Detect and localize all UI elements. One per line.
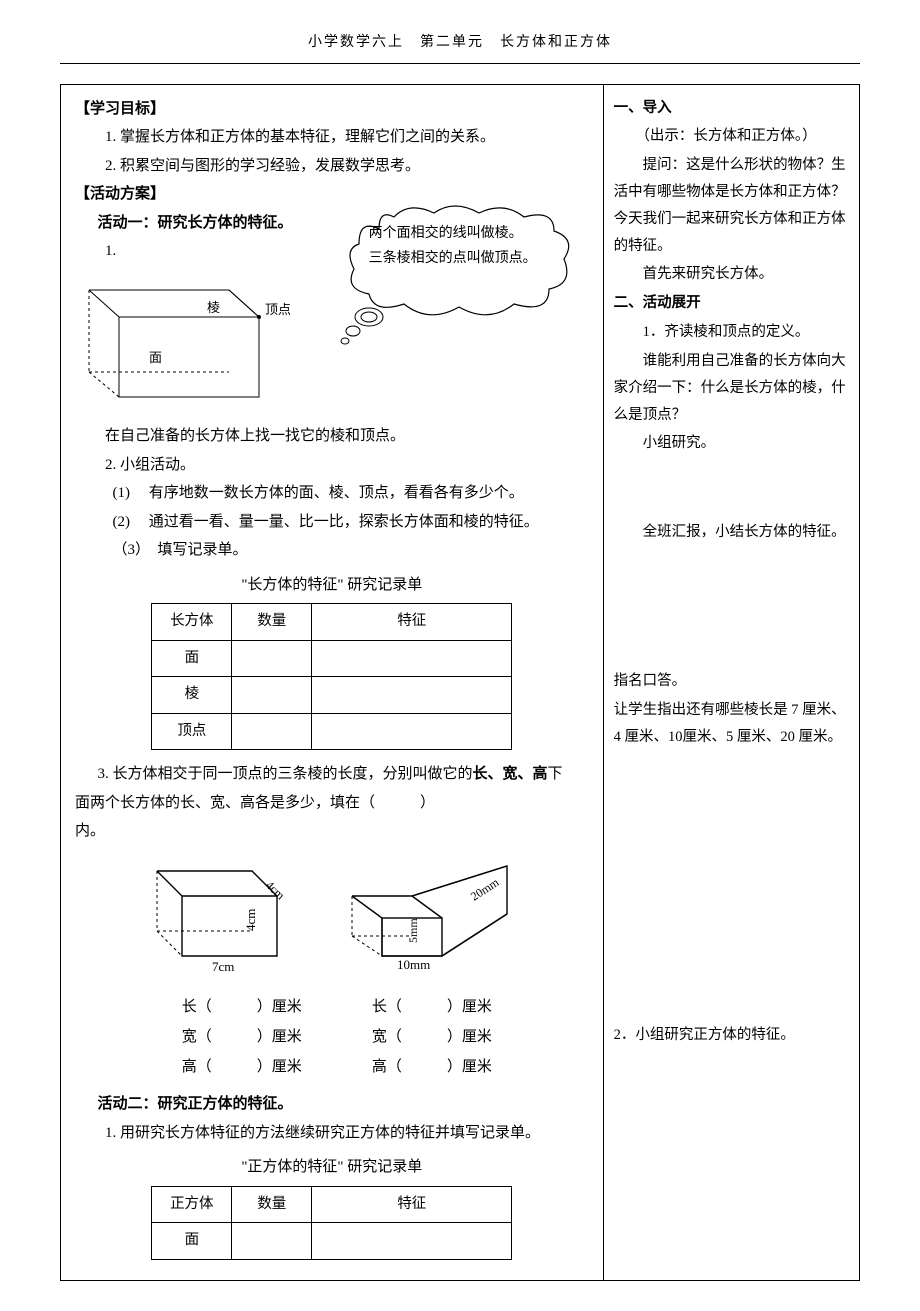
rec1-colB: 数量 bbox=[232, 604, 312, 641]
act1-g1: (1) 有序地数一数长方体的面、棱、顶点，看看各有多少个。 bbox=[75, 479, 589, 508]
act1-g3: （3） 填写记录单。 bbox=[75, 536, 589, 565]
activity-2-title-wrap: 活动二：研究正方体的特征。 bbox=[75, 1090, 589, 1119]
side-h1: 一、导入 bbox=[614, 95, 849, 122]
record2-title: "正方体的特征" 研究记录单 bbox=[75, 1153, 589, 1182]
side-1-1: （出示：长方体和正方体。） bbox=[614, 123, 849, 150]
cuboid-diagram: 面 棱 顶点 bbox=[79, 272, 299, 402]
activity-1-title-text: 活动一：研究长方体的特征。 bbox=[98, 215, 293, 231]
svg-text:4cm: 4cm bbox=[243, 908, 258, 930]
table-row: 棱 bbox=[152, 677, 512, 714]
fill-w1: 宽（ ）厘米 bbox=[172, 1022, 302, 1052]
cloud-line-2: 三条棱相交的点叫做顶点。 bbox=[369, 246, 559, 271]
cuboid-left: 4cm 4cm 7cm bbox=[137, 856, 307, 987]
rec2-colB: 数量 bbox=[232, 1186, 312, 1223]
label-edge: 棱 bbox=[207, 300, 220, 315]
side-h2: 二、活动展开 bbox=[614, 290, 849, 317]
rec2-colC: 特征 bbox=[312, 1186, 512, 1223]
fill-l1: 长（ ）厘米 bbox=[172, 992, 302, 1022]
side-column: 一、导入 （出示：长方体和正方体。） 提问：这是什么形状的物体？生活中有哪些物体… bbox=[604, 85, 859, 1280]
goal-1: 1. 掌握长方体和正方体的基本特征，理解它们之间的关系。 bbox=[75, 123, 589, 152]
cuboid-right: 10mm 5mm 20mm bbox=[337, 856, 527, 987]
activity-2-title: 活动二：研究正方体的特征。 bbox=[98, 1096, 293, 1112]
fill-blanks: 长（ ）厘米 宽（ ）厘米 高（ ）厘米 长（ ）厘米 宽（ ）厘米 高（ ）厘… bbox=[75, 992, 589, 1082]
activity-1-block: 活动一：研究长方体的特征。 1. 两个面相交的线叫做棱。 bbox=[75, 209, 589, 423]
svg-text:7cm: 7cm bbox=[212, 959, 234, 974]
table-row: 长方体 数量 特征 bbox=[152, 604, 512, 641]
heading-goal: 【学习目标】 bbox=[75, 95, 589, 124]
side-2-4: 全班汇报，小结长方体的特征。 bbox=[614, 519, 849, 546]
act1-lwh-line2: 面两个长方体的长、宽、高各是多少，填在（ ） bbox=[75, 789, 589, 818]
fill-h2: 高（ ）厘米 bbox=[362, 1052, 492, 1082]
side-1-3: 首先来研究长方体。 bbox=[614, 261, 849, 288]
record1-title: "长方体的特征" 研究记录单 bbox=[75, 571, 589, 600]
side-2-3: 小组研究。 bbox=[614, 430, 849, 457]
side-1-2: 提问：这是什么形状的物体？生活中有哪些物体是长方体和正方体？今天我们一起来研究长… bbox=[614, 152, 849, 259]
svg-text:10mm: 10mm bbox=[397, 957, 430, 972]
act2-1: 1. 用研究长方体特征的方法继续研究正方体的特征并填写记录单。 bbox=[75, 1119, 589, 1148]
record2-table: 正方体 数量 特征 面 bbox=[151, 1186, 512, 1260]
side-3-2: 让学生指出还有哪些棱长是 7 厘米、4 厘米、10厘米、5 厘米、20 厘米。 bbox=[614, 697, 849, 751]
rec2-r1: 面 bbox=[152, 1223, 232, 1260]
side-4-1: 2．小组研究正方体的特征。 bbox=[614, 1022, 849, 1049]
fill-left: 长（ ）厘米 宽（ ）厘米 高（ ）厘米 bbox=[172, 992, 302, 1082]
table-row: 顶点 bbox=[152, 713, 512, 750]
record1-table: 长方体 数量 特征 面 棱 顶点 bbox=[151, 603, 512, 750]
fill-right: 长（ ）厘米 宽（ ）厘米 高（ ）厘米 bbox=[362, 992, 492, 1082]
table-row: 面 bbox=[152, 1223, 512, 1260]
side-2-1: 1．齐读棱和顶点的定义。 bbox=[614, 319, 849, 346]
svg-text:5mm: 5mm bbox=[406, 917, 420, 942]
fill-h1: 高（ ）厘米 bbox=[172, 1052, 302, 1082]
svg-text:4cm: 4cm bbox=[263, 878, 288, 903]
label-face: 面 bbox=[149, 350, 162, 365]
rec2-colA: 正方体 bbox=[152, 1186, 232, 1223]
act1-g2: (2) 通过看一看、量一量、比一比，探索长方体面和棱的特征。 bbox=[75, 508, 589, 537]
table-row: 面 bbox=[152, 640, 512, 677]
svg-text:20mm: 20mm bbox=[468, 874, 502, 903]
rec1-colC: 特征 bbox=[312, 604, 512, 641]
lwh-1c: 下 bbox=[548, 766, 563, 782]
goal-2: 2. 积累空间与图形的学习经验，发展数学思考。 bbox=[75, 152, 589, 181]
rec1-r1: 面 bbox=[152, 640, 232, 677]
fill-l2: 长（ ）厘米 bbox=[362, 992, 492, 1022]
page-header: 小学数学六上 第二单元 长方体和正方体 bbox=[60, 30, 860, 64]
cloud-callout: 两个面相交的线叫做棱。 三条棱相交的点叫做顶点。 bbox=[339, 199, 589, 319]
side-2-2: 谁能利用自己准备的长方体向大家介绍一下：什么是长方体的棱，什么是顶点？ bbox=[614, 348, 849, 428]
rec1-r3: 顶点 bbox=[152, 713, 232, 750]
act1-group: 2. 小组活动。 bbox=[75, 451, 589, 480]
act1-lwh-line1: 3. 长方体相交于同一顶点的三条棱的长度，分别叫做它的长、宽、高下 bbox=[75, 760, 589, 789]
two-cuboids: 4cm 4cm 7cm bbox=[75, 856, 589, 987]
page-frame: 【学习目标】 1. 掌握长方体和正方体的基本特征，理解它们之间的关系。 2. 积… bbox=[60, 84, 860, 1281]
label-vertex: 顶点 bbox=[265, 302, 291, 317]
act1-lwh-line3: 内。 bbox=[75, 817, 589, 846]
act1-find: 在自己准备的长方体上找一找它的棱和顶点。 bbox=[75, 422, 589, 451]
lwh-1b: 长、宽、高 bbox=[473, 766, 548, 782]
rec1-r2: 棱 bbox=[152, 677, 232, 714]
fill-w2: 宽（ ）厘米 bbox=[362, 1022, 492, 1052]
side-3-1: 指名口答。 bbox=[614, 668, 849, 695]
cloud-line-1: 两个面相交的线叫做棱。 bbox=[369, 221, 559, 246]
table-row: 正方体 数量 特征 bbox=[152, 1186, 512, 1223]
rec1-colA: 长方体 bbox=[152, 604, 232, 641]
lwh-1a: 3. 长方体相交于同一顶点的三条棱的长度，分别叫做它的 bbox=[98, 766, 473, 782]
main-column: 【学习目标】 1. 掌握长方体和正方体的基本特征，理解它们之间的关系。 2. 积… bbox=[61, 85, 604, 1280]
